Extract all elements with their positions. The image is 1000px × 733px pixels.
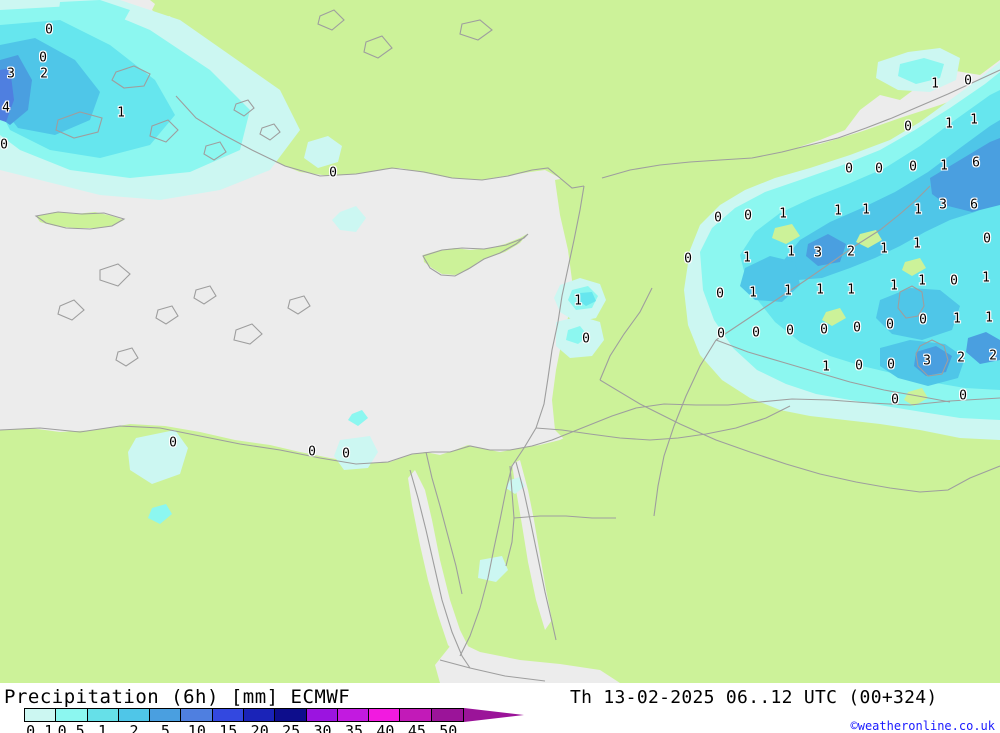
copyright-credit: ©weatheronline.co.uk <box>850 719 996 733</box>
legend-swatch-30[interactable] <box>306 709 338 721</box>
sea-red-sea <box>435 640 620 683</box>
legend-overflow-arrow <box>464 708 524 722</box>
sea-gulf-aqaba <box>512 460 552 630</box>
land-anatolia <box>150 0 1000 186</box>
forecast-datetime: Th 13-02-2025 06..12 UTC (00+324) <box>570 687 938 708</box>
legend-swatch-5[interactable] <box>150 709 182 721</box>
legend-swatch-20[interactable] <box>243 709 276 721</box>
legend-swatch-45[interactable] <box>400 709 432 721</box>
legend-tick-15: 15 <box>219 722 238 733</box>
map-footer: Precipitation (6h) [mm] ECMWF Th 13-02-2… <box>0 683 1000 733</box>
legend-swatch-40[interactable] <box>369 709 401 721</box>
legend-tick-35: 35 <box>344 722 364 733</box>
legend-tick-25: 25 <box>282 722 301 733</box>
chart-title: Precipitation (6h) [mm] ECMWF <box>4 686 351 708</box>
legend-tick-50: 50 <box>439 722 458 733</box>
land-crete <box>36 212 124 228</box>
legend-swatch-15[interactable] <box>212 709 244 721</box>
legend-tick-10: 10 <box>187 722 206 733</box>
legend-swatch-0.5[interactable] <box>56 709 88 721</box>
legend-swatch-35[interactable] <box>337 709 370 721</box>
legend-swatch-0.1[interactable] <box>25 709 57 721</box>
legend-tick-labels: 0.1 0.5 1 2 5 10 15 20 25 30 35 40 45 50 <box>8 722 528 733</box>
legend-tick-30: 30 <box>313 722 332 733</box>
legend-swatch-1[interactable] <box>87 709 119 721</box>
precip-field-scattered <box>128 48 960 582</box>
legend-tick-2: 2 <box>129 722 139 733</box>
coastline-layer <box>0 9 1000 682</box>
precip-field-aegean <box>0 0 300 200</box>
sea-gulf-suez <box>408 470 470 660</box>
land-cyprus <box>423 234 527 275</box>
legend-swatch-50[interactable] <box>431 709 463 721</box>
land-north-africa <box>0 398 1000 683</box>
legend-tick-20: 20 <box>250 722 269 733</box>
legend-tick-40: 40 <box>376 722 395 733</box>
legend-swatch-25[interactable] <box>275 709 307 721</box>
legend-color-bar[interactable] <box>24 708 464 722</box>
color-legend[interactable]: 0.1 0.5 1 2 5 10 15 20 25 30 35 40 45 50 <box>8 708 524 733</box>
legend-tick-1: 1 <box>98 722 108 733</box>
legend-swatch-2[interactable] <box>118 709 151 721</box>
map-canvas: .c01 { fill: #ccf7f2; } .c05 { fill: #8c… <box>0 0 1000 683</box>
legend-tick-5: 5 <box>160 722 170 733</box>
legend-tick-45: 45 <box>407 722 426 733</box>
legend-tick-0.1: 0.1 <box>26 722 54 733</box>
precip-field-levant <box>684 62 1000 440</box>
legend-tick-0.5: 0.5 <box>57 722 85 733</box>
legend-swatch-10[interactable] <box>181 709 213 721</box>
precipitation-map[interactable]: .c01 { fill: #ccf7f2; } .c05 { fill: #8c… <box>0 0 1000 683</box>
